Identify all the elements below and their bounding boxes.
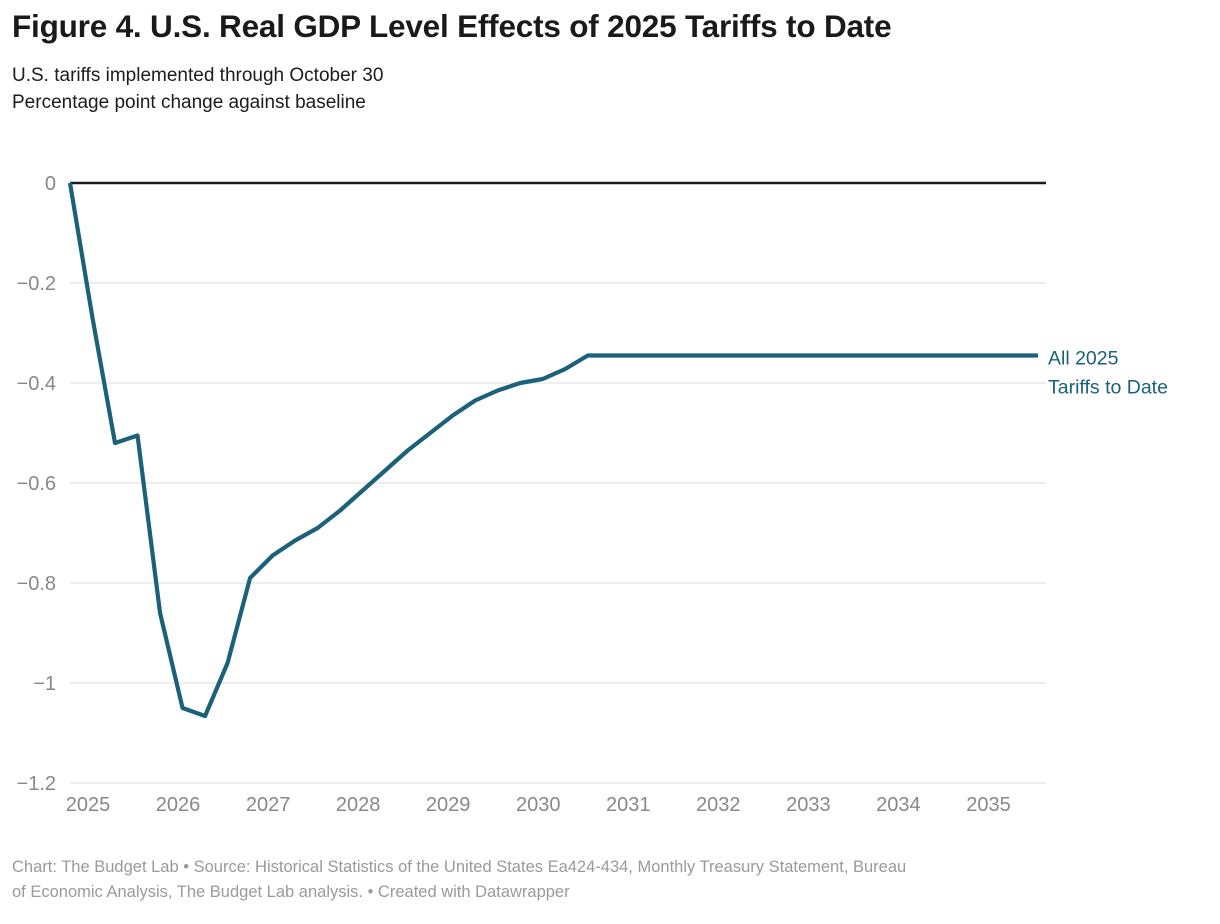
footer-line-2: of Economic Analysis, The Budget Lab ana… xyxy=(12,882,570,901)
x-axis-tick-label: 2034 xyxy=(876,794,921,816)
y-axis-tick-label: −0.2 xyxy=(17,273,56,295)
series-label-line-1: All 2025 xyxy=(1048,348,1119,370)
x-axis-tick-labels: 2025 2026 2027 2028 2029 2030 2031 2032 2033 2034… xyxy=(66,794,1011,816)
chart-subtitle: U.S. tariffs implemented through October… xyxy=(12,45,1208,117)
series-label-line-2: Tariffs to Date xyxy=(1048,377,1168,399)
series-inline-label: All 2025 Tariffs to Date xyxy=(1048,348,1168,399)
y-axis-tick-label: −1 xyxy=(33,673,56,695)
y-axis-tick-label: 0 xyxy=(45,173,56,195)
x-axis-tick-label: 2030 xyxy=(516,794,561,816)
y-axis-tick-label: −0.4 xyxy=(17,373,56,395)
x-axis-tick-label: 2026 xyxy=(156,794,201,816)
chart-footer: Chart: The Budget Lab • Source: Historic… xyxy=(12,855,1212,905)
series-lines xyxy=(67,182,1038,719)
y-axis-tick-label: −1.2 xyxy=(17,773,56,795)
data-series-line xyxy=(67,182,1038,719)
subtitle-line-1: U.S. tariffs implemented through October… xyxy=(12,65,384,87)
footer-line-1: Chart: The Budget Lab • Source: Historic… xyxy=(12,858,907,876)
y-axis-tick-labels: 0 −0.2 −0.4 −0.6 −0.8 −1 −1.2 xyxy=(17,173,56,795)
x-axis-tick-label: 2028 xyxy=(336,794,381,816)
page-title: Figure 4. U.S. Real GDP Level Effects of… xyxy=(12,8,892,44)
y-axis-tick-label: −0.6 xyxy=(17,473,56,495)
x-axis-tick-label: 2032 xyxy=(696,794,741,816)
x-axis-tick-label: 2035 xyxy=(966,794,1011,816)
y-axis-tick-label: −0.8 xyxy=(17,573,56,595)
x-axis-tick-label: 2025 xyxy=(66,794,111,816)
grid-lines xyxy=(70,181,1046,784)
x-axis-tick-label: 2033 xyxy=(786,794,831,816)
chart-header: Figure 4. U.S. Real GDP Level Effects of… xyxy=(12,8,1208,117)
x-axis-tick-label: 2029 xyxy=(426,794,471,816)
subtitle-line-2: Percentage point change against baseline xyxy=(12,92,366,114)
x-axis-tick-label: 2027 xyxy=(246,794,291,816)
x-axis-tick-label: 2031 xyxy=(606,794,651,816)
